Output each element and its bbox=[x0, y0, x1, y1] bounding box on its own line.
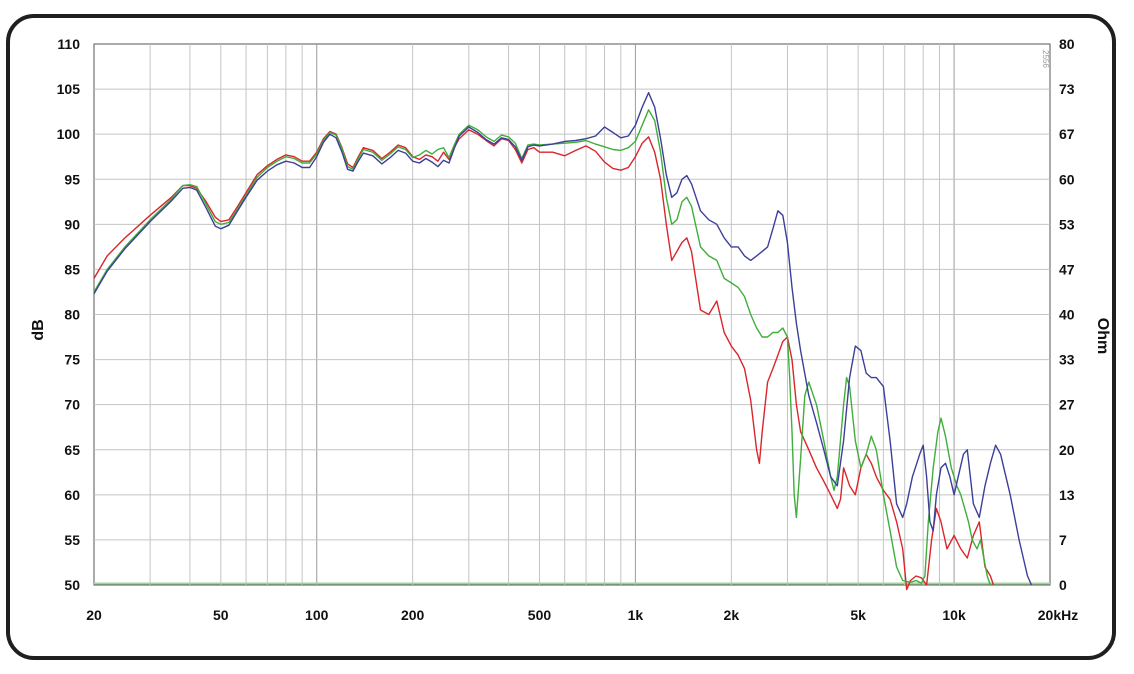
y2-tick-labels: 80 73 67 60 53 47 40 33 27 20 13 7 0 bbox=[1059, 36, 1075, 593]
x-tick-label: 500 bbox=[528, 607, 552, 623]
y2-tick-label: 53 bbox=[1059, 216, 1075, 232]
y2-tick-label: 0 bbox=[1059, 577, 1067, 593]
y-tick-labels: 110 105 100 95 90 85 80 75 70 65 60 55 50 bbox=[57, 36, 81, 593]
y-tick-label: 65 bbox=[64, 442, 80, 458]
y2-tick-label: 7 bbox=[1059, 532, 1067, 548]
x-tick-label: 20kHz bbox=[1038, 607, 1078, 623]
watermark: 2556 bbox=[1041, 50, 1050, 68]
y-tick-label: 80 bbox=[64, 307, 80, 323]
y-tick-label: 55 bbox=[64, 532, 80, 548]
y2-tick-label: 47 bbox=[1059, 261, 1075, 277]
series-line-3 bbox=[93, 92, 1033, 586]
series-line-2 bbox=[93, 109, 992, 586]
y-tick-label: 50 bbox=[64, 577, 80, 593]
y-tick-label: 110 bbox=[57, 36, 80, 52]
series-line-1 bbox=[93, 129, 995, 591]
y-tick-label: 100 bbox=[57, 126, 81, 142]
y2-tick-label: 13 bbox=[1059, 487, 1075, 503]
y2-tick-label: 33 bbox=[1059, 352, 1075, 368]
grid-lines bbox=[94, 44, 1050, 585]
y-axis-label: dB bbox=[30, 319, 47, 340]
x-tick-label: 50 bbox=[213, 607, 229, 623]
x-tick-label: 200 bbox=[401, 607, 425, 623]
y-tick-label: 75 bbox=[64, 352, 80, 368]
y2-axis-label: Ohm bbox=[1094, 318, 1111, 354]
x-tick-label: 10k bbox=[942, 607, 966, 623]
y2-tick-label: 27 bbox=[1059, 397, 1075, 413]
x-tick-label: 20 bbox=[86, 607, 102, 623]
series-layer bbox=[93, 92, 1033, 591]
y2-tick-label: 73 bbox=[1059, 81, 1075, 97]
x-tick-label: 1k bbox=[628, 607, 644, 623]
y-tick-label: 60 bbox=[64, 487, 80, 503]
y2-tick-label: 67 bbox=[1059, 126, 1075, 142]
y-tick-label: 90 bbox=[64, 216, 80, 232]
y-tick-label: 70 bbox=[64, 397, 80, 413]
y-tick-label: 95 bbox=[64, 171, 80, 187]
y-tick-label: 85 bbox=[64, 261, 80, 277]
y-tick-label: 105 bbox=[57, 81, 81, 97]
y2-tick-label: 40 bbox=[1059, 307, 1075, 323]
x-tick-label: 100 bbox=[305, 607, 329, 623]
x-tick-label: 5k bbox=[850, 607, 866, 623]
y2-tick-label: 20 bbox=[1059, 442, 1075, 458]
y2-tick-label: 80 bbox=[1059, 36, 1075, 52]
y2-tick-label: 60 bbox=[1059, 171, 1075, 187]
x-tick-labels: 20 50 100 200 500 1k 2k 5k 10k 20kHz bbox=[86, 607, 1078, 623]
x-tick-label: 2k bbox=[724, 607, 740, 623]
